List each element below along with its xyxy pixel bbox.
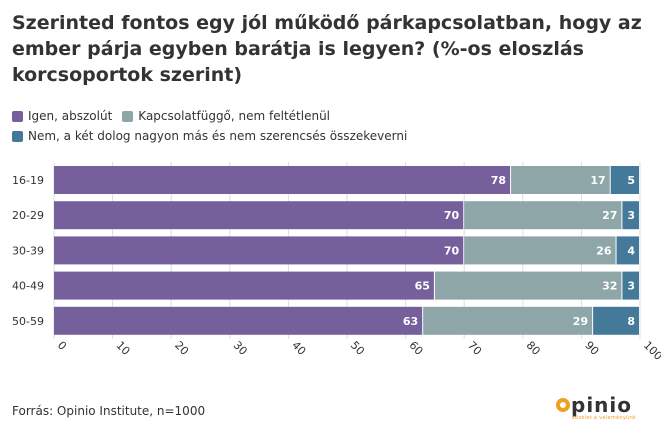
x-tick-label-80: 80 <box>524 339 543 358</box>
x-tick-label-90: 90 <box>582 339 601 358</box>
legend-row-2: Nem, a két dolog nagyon más és nem szere… <box>12 126 652 146</box>
bar-16-19-series-1 <box>511 166 610 194</box>
legend-row-1: Igen, abszolút Kapcsolatfüggő, nem felté… <box>12 106 652 126</box>
chart-title: Szerinted fontos egy jól működő párkapcs… <box>12 12 642 86</box>
logo-tagline: közélet a véleményünk <box>572 415 637 421</box>
bar-30-39-series-1 <box>464 236 616 265</box>
x-tick-label-30: 30 <box>231 339 250 358</box>
bar-40-49-series-1 <box>434 271 622 300</box>
bar-30-39-series-2 <box>616 236 639 265</box>
legend-swatch-igen <box>12 110 23 122</box>
bar-20-29-series-1 <box>464 201 622 230</box>
data-label-50-59-series-0: 63 <box>403 315 418 328</box>
data-label-16-19-series-1: 17 <box>590 174 605 187</box>
logo-word-text: pinio <box>571 393 633 417</box>
bar-40-49-series-2 <box>622 271 639 300</box>
legend: Igen, abszolút Kapcsolatfüggő, nem felté… <box>12 106 652 146</box>
data-label-20-29-series-1: 27 <box>602 209 617 222</box>
x-tick-label-0: 0 <box>55 339 69 353</box>
data-label-16-19-series-0: 78 <box>491 174 506 187</box>
bar-16-19-series-0 <box>54 166 511 194</box>
bar-50-59-series-0 <box>54 306 423 335</box>
bar-50-59-series-2 <box>593 306 639 335</box>
legend-item-igen: Igen, abszolút <box>12 109 112 123</box>
legend-label-kapcsolatfuggo: Kapcsolatfüggő, nem feltétlenül <box>138 109 331 123</box>
category-label-16-19: 16-19 <box>12 174 44 187</box>
data-label-30-39-series-1: 26 <box>596 244 612 257</box>
data-label-20-29-series-0: 70 <box>444 209 460 222</box>
x-tick-label-50: 50 <box>348 339 367 358</box>
x-tick-label-100: 100 <box>641 339 661 363</box>
logo-ring-icon <box>556 398 570 412</box>
x-tick-label-70: 70 <box>465 339 484 358</box>
legend-item-nem: Nem, a két dolog nagyon más és nem szere… <box>12 129 407 143</box>
category-label-50-59: 50-59 <box>12 315 44 328</box>
source-note: Forrás: Opinio Institute, n=1000 <box>12 404 206 418</box>
data-label-16-19-series-2: 5 <box>627 174 635 187</box>
data-label-40-49-series-0: 65 <box>415 280 430 293</box>
opinio-logo: pinio közélet a véleményünk <box>556 395 648 425</box>
legend-label-igen: Igen, abszolút <box>28 109 113 123</box>
legend-item-kapcsolatfuggo: Kapcsolatfüggő, nem feltétlenül <box>122 109 330 123</box>
bar-30-39-series-0 <box>54 236 464 265</box>
x-tick-label-40: 40 <box>289 339 308 358</box>
data-label-50-59-series-2: 8 <box>627 315 635 328</box>
x-tick-label-10: 10 <box>113 339 132 358</box>
x-tick-label-20: 20 <box>172 339 191 358</box>
legend-label-nem: Nem, a két dolog nagyon más és nem szere… <box>28 129 408 143</box>
category-label-40-49: 40-49 <box>12 280 44 293</box>
data-label-40-49-series-2: 3 <box>627 280 635 293</box>
legend-swatch-kapcsolatfuggo <box>122 110 134 122</box>
category-label-30-39: 30-39 <box>12 244 44 257</box>
data-label-50-59-series-1: 29 <box>573 315 588 328</box>
bar-40-49-series-0 <box>54 271 434 300</box>
x-tick-label-60: 60 <box>406 339 425 358</box>
data-label-20-29-series-2: 3 <box>627 209 635 222</box>
data-label-30-39-series-2: 4 <box>627 244 635 257</box>
category-label-20-29: 20-29 <box>12 209 44 222</box>
bar-20-29-series-2 <box>622 201 639 230</box>
bar-50-59-series-1 <box>423 306 593 335</box>
bar-16-19-series-2 <box>610 166 639 194</box>
data-label-40-49-series-1: 32 <box>602 280 617 293</box>
legend-swatch-nem <box>12 130 23 142</box>
data-label-30-39-series-0: 70 <box>444 244 460 257</box>
bar-20-29-series-0 <box>54 201 464 230</box>
logo-wordmark: pinio <box>556 395 648 415</box>
